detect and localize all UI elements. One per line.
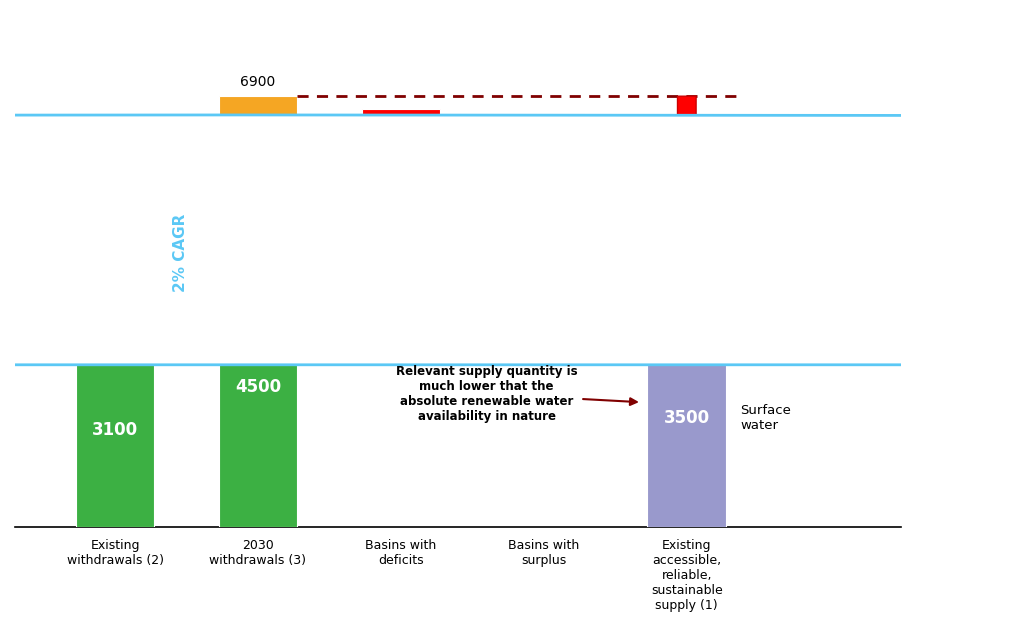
Bar bbox=[75, 283, 155, 334]
Text: 4500: 4500 bbox=[98, 224, 132, 239]
Polygon shape bbox=[667, 96, 706, 265]
Text: Groundwater: Groundwater bbox=[740, 280, 828, 293]
Text: 600: 600 bbox=[98, 256, 132, 274]
Text: 800: 800 bbox=[98, 300, 132, 317]
Text: Relevant supply quantity is
much lower that the
absolute renewable water
availab: Relevant supply quantity is much lower t… bbox=[396, 365, 636, 423]
Text: 700: 700 bbox=[670, 278, 704, 296]
Text: Surface
water: Surface water bbox=[740, 404, 791, 432]
Bar bbox=[647, 308, 726, 527]
Text: 4500: 4500 bbox=[235, 377, 281, 396]
Bar bbox=[219, 152, 297, 246]
Bar bbox=[219, 96, 297, 152]
Text: 2% CAGR: 2% CAGR bbox=[173, 213, 188, 292]
Bar bbox=[516, 315, 571, 321]
Text: 6900: 6900 bbox=[240, 75, 276, 88]
Bar bbox=[361, 108, 440, 283]
Text: 2800: 2800 bbox=[374, 187, 428, 206]
Text: 100: 100 bbox=[529, 293, 558, 307]
Bar bbox=[75, 334, 155, 527]
Text: 900: 900 bbox=[240, 115, 275, 134]
Legend: Municipal & Domestic, Industry, Agriculture: Municipal & Domestic, Industry, Agricult… bbox=[31, 113, 217, 186]
Text: -40%: -40% bbox=[662, 140, 713, 158]
Text: 3500: 3500 bbox=[664, 409, 710, 427]
Text: 3100: 3100 bbox=[92, 421, 138, 440]
Bar bbox=[75, 246, 155, 283]
Text: 4200: 4200 bbox=[669, 243, 704, 257]
Polygon shape bbox=[0, 115, 1018, 365]
Bar bbox=[219, 246, 297, 527]
Text: 1500: 1500 bbox=[235, 190, 281, 208]
Bar bbox=[647, 265, 726, 308]
